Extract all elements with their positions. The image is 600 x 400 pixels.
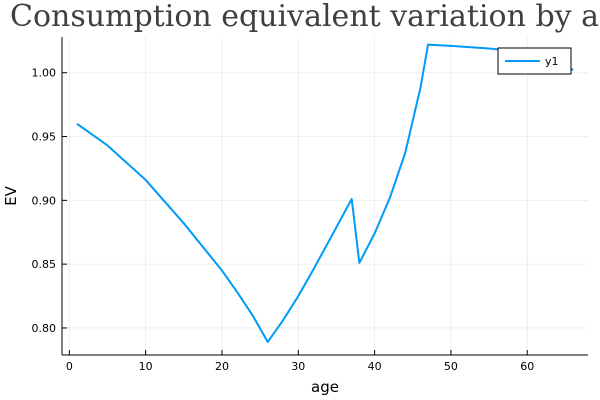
y-tick-label: 0.90 xyxy=(32,194,57,207)
x-tick-label: 30 xyxy=(291,360,305,373)
legend-label: y1 xyxy=(545,55,559,68)
x-tick-label: 60 xyxy=(520,360,534,373)
series-line-y1 xyxy=(76,43,574,343)
legend: y1 xyxy=(497,47,572,75)
x-axis-label: age xyxy=(311,378,339,396)
x-tick-label: 50 xyxy=(444,360,458,373)
x-tick-label: 10 xyxy=(139,360,153,373)
x-tick-label: 40 xyxy=(368,360,382,373)
y-tick-label: 0.80 xyxy=(32,322,57,335)
y-tick-label: 0.95 xyxy=(32,131,57,144)
x-tick-label: 0 xyxy=(66,360,73,373)
x-ticks: 0 10 20 30 40 50 60 xyxy=(66,350,534,373)
x-tick-label: 20 xyxy=(215,360,229,373)
grid xyxy=(62,37,588,355)
y-ticks: 0.80 0.85 0.90 0.95 1.00 xyxy=(32,67,67,335)
y-axis-label: EV xyxy=(2,185,20,205)
chart-title: Consumption equivalent variation by age xyxy=(10,0,600,34)
y-tick-label: 0.85 xyxy=(32,258,57,271)
y-tick-label: 1.00 xyxy=(32,67,57,80)
series-layer xyxy=(76,43,574,343)
